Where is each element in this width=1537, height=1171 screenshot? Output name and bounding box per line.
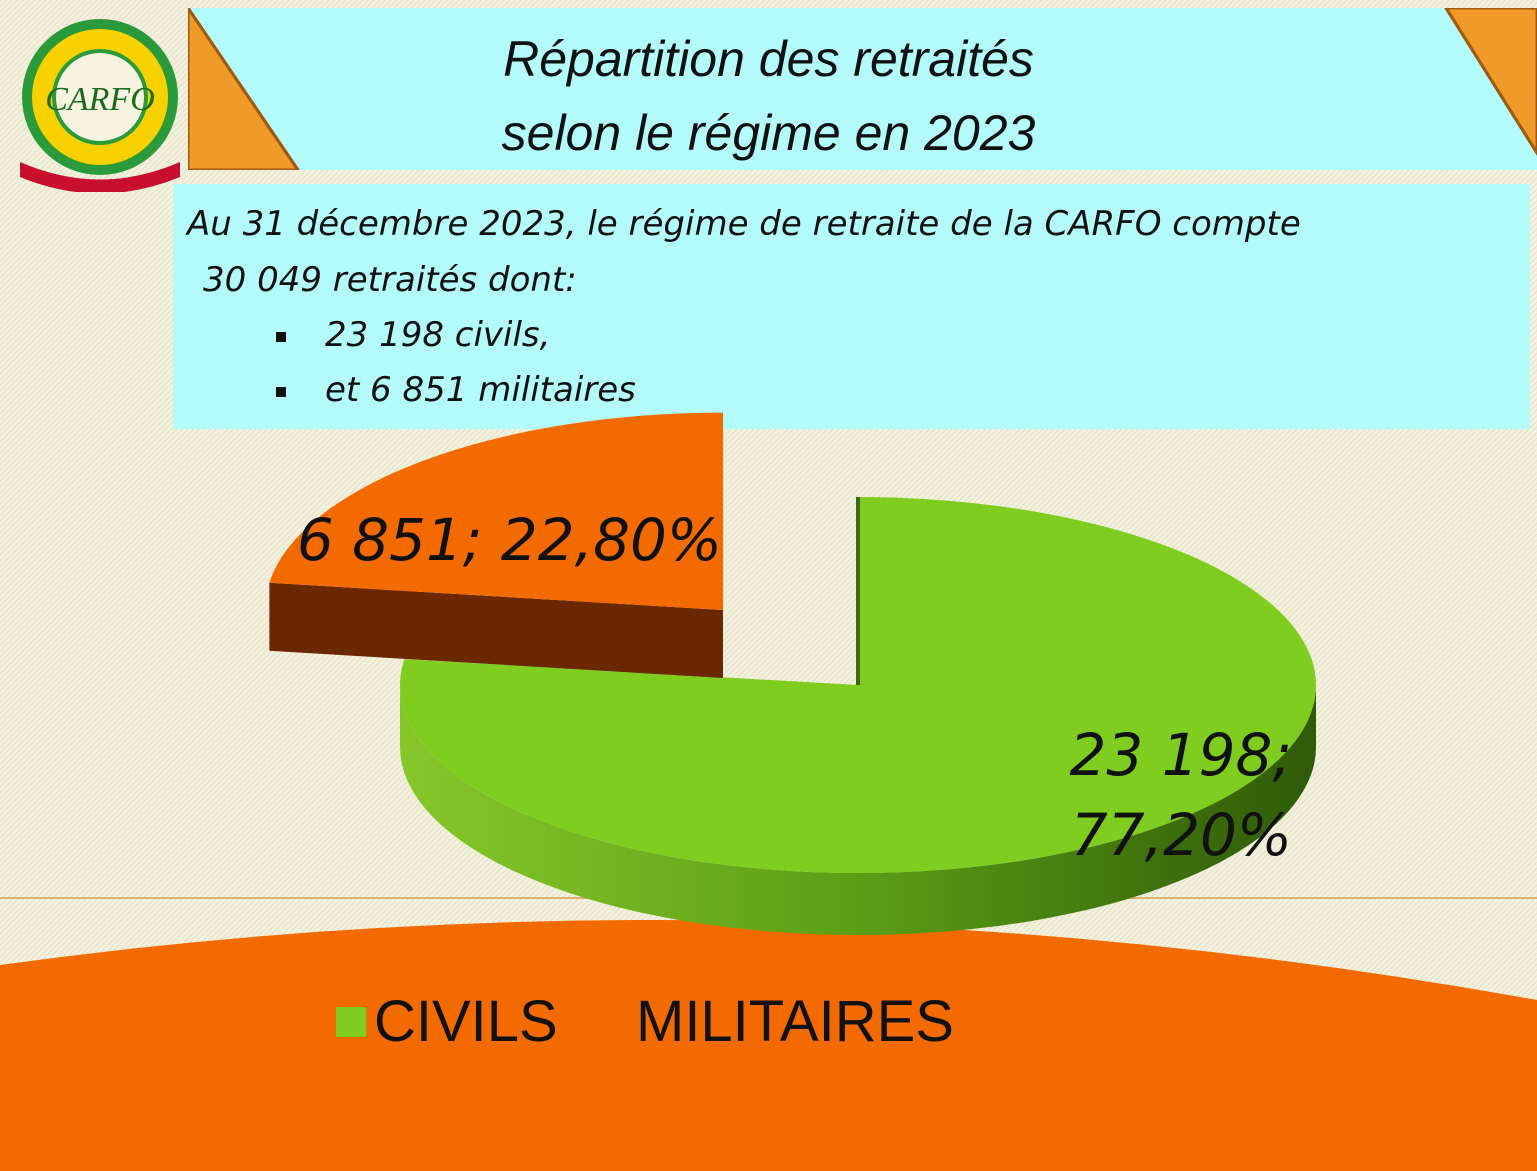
data-label-civils-0: 23 198; (1070, 721, 1292, 789)
chart-title-line-1: Répartition des retraités (503, 31, 1034, 87)
summary-line-2: 30 049 retraités dont: (203, 260, 577, 300)
title-banner: Répartition des retraités selon le régim… (188, 8, 1537, 170)
legend-label-civils: CIVILS (374, 989, 558, 1054)
legend-item-militaires: MILITAIRES (598, 988, 954, 1055)
bullet-icon (276, 387, 286, 397)
chart-title-line-2: selon le régime en 2023 (501, 105, 1036, 161)
summary-bullet-militaires: et 6 851 militaires (325, 370, 636, 410)
slice-side-militaires (269, 582, 723, 678)
summary-line-1: Au 31 décembre 2023, le régime de retrai… (187, 204, 1301, 244)
summary-bullet-civils: 23 198 civils, (325, 315, 551, 355)
logo-acronym: CARFO (45, 81, 155, 118)
legend-item-civils: CIVILS (336, 988, 558, 1055)
carfo-logo: CARFO (20, 19, 180, 192)
legend-swatch-militaires (598, 1006, 628, 1037)
summary-box: Au 31 décembre 2023, le régime de retrai… (173, 184, 1530, 429)
legend-swatch-civils (336, 1006, 366, 1037)
legend-label-militaires: MILITAIRES (636, 989, 954, 1054)
data-label-civils-1: 77,20% (1071, 801, 1292, 869)
data-label-militaires-0: 6 851; 22,80% (297, 506, 722, 574)
slice-side-civils (400, 685, 1316, 935)
bullet-icon (276, 332, 286, 342)
slice-militaires (269, 412, 723, 610)
